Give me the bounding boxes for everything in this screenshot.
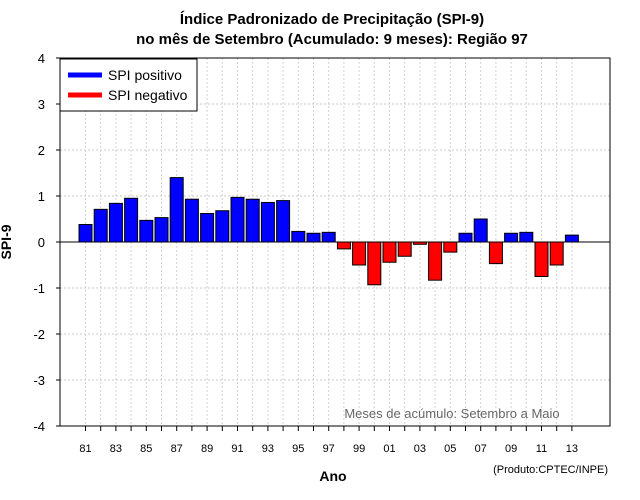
x-tick-label: 99 — [353, 443, 365, 455]
bar-2000 — [367, 241, 382, 286]
x-tick-label: 05 — [444, 443, 456, 455]
bar-2001 — [382, 241, 397, 263]
x-tick-label: 03 — [414, 443, 426, 455]
bar-1984 — [124, 197, 139, 243]
x-tick-label: 09 — [505, 443, 517, 455]
y-tick-label: -4 — [33, 419, 45, 434]
x-tick-label: 13 — [566, 443, 578, 455]
x-tick-label: 11 — [536, 443, 547, 455]
bar-2013 — [564, 234, 579, 243]
bar-1992 — [245, 198, 260, 243]
y-tick-label: -1 — [33, 281, 45, 296]
x-tick-label: 07 — [475, 443, 487, 455]
bar-1994 — [276, 200, 291, 243]
bar-2004 — [428, 241, 443, 281]
bar-1986 — [154, 217, 169, 243]
bar-1991 — [230, 196, 245, 243]
bars-group — [78, 177, 579, 286]
bar-1988 — [184, 198, 199, 243]
x-tick-label: 93 — [262, 443, 274, 455]
bar-2010 — [519, 231, 534, 243]
y-tick-label: -3 — [33, 373, 45, 388]
bar-1990 — [215, 210, 230, 243]
y-tick-label: 2 — [38, 143, 45, 158]
chart-title-line2: no mês de Setembro (Acumulado: 9 meses):… — [136, 31, 528, 48]
x-tick-label: 95 — [292, 443, 304, 455]
x-tick-label: 97 — [323, 443, 335, 455]
bar-1981 — [78, 224, 93, 243]
chart-title-line1: Índice Padronizado de Precipitação (SPI-… — [180, 11, 484, 28]
x-tick-label: 89 — [201, 443, 213, 455]
bar-2009 — [504, 232, 519, 243]
legend: SPI positivo SPI negativo — [59, 58, 198, 112]
bar-1999 — [352, 241, 367, 266]
y-tick-label: 1 — [38, 189, 45, 204]
x-tick-label: 81 — [79, 443, 91, 455]
x-ticks: 81 83 85 87 89 91 93 95 97 99 01 03 05 07 09 11 13 — [79, 426, 578, 455]
x-tick-label: 87 — [171, 443, 183, 455]
annotation-text: Meses de acúmulo: Setembro a Maio — [344, 406, 559, 421]
bar-1993 — [260, 201, 275, 243]
y-ticks: -4 -3 -2 -1 0 1 2 3 4 — [33, 51, 60, 434]
bar-2011 — [534, 241, 549, 277]
y-tick-label: 3 — [38, 97, 45, 112]
bar-2012 — [549, 241, 564, 266]
bar-1997 — [321, 231, 336, 243]
bar-1989 — [200, 212, 215, 243]
bar-2007 — [473, 218, 488, 243]
bar-1996 — [306, 232, 321, 243]
legend-box — [59, 58, 198, 112]
y-tick-label: -2 — [33, 327, 45, 342]
x-axis-label: Ano — [319, 468, 346, 484]
x-tick-label: 91 — [231, 443, 243, 455]
credit-text: (Produto:CPTEC/INPE) — [493, 464, 608, 476]
bar-2002 — [397, 241, 412, 257]
bar-2008 — [488, 241, 503, 265]
x-tick-label: 85 — [140, 443, 152, 455]
bar-2005 — [443, 241, 458, 253]
y-axis-label: SPI-9 — [0, 224, 14, 259]
legend-label-negative: SPI negativo — [108, 87, 188, 103]
bar-1983 — [108, 202, 123, 243]
bar-1987 — [169, 177, 184, 243]
bar-1982 — [93, 208, 108, 243]
y-tick-label: 4 — [38, 51, 45, 66]
x-tick-label: 83 — [110, 443, 122, 455]
y-tick-label: 0 — [38, 235, 45, 250]
bar-1998 — [336, 241, 351, 250]
bar-2006 — [458, 232, 473, 243]
legend-label-positive: SPI positivo — [108, 67, 182, 83]
x-tick-label: 01 — [383, 443, 395, 455]
bar-1985 — [139, 219, 154, 243]
axes — [59, 57, 611, 427]
bar-1995 — [291, 230, 306, 243]
